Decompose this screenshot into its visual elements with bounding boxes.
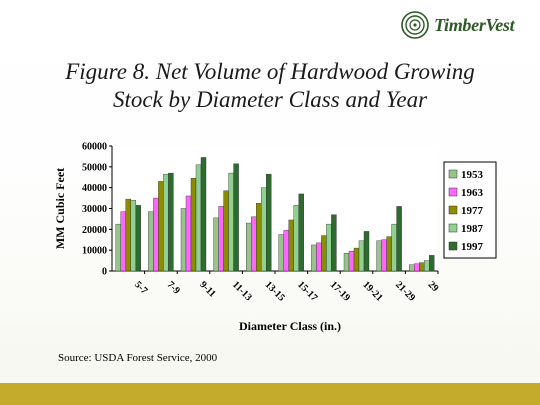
bar: [298, 193, 304, 272]
bar: [278, 234, 284, 272]
x-tick-label: 9-11: [197, 279, 217, 299]
legend-swatch: [448, 241, 458, 251]
bar: [245, 222, 252, 272]
bar: [180, 208, 187, 272]
title-line-2: Stock by Diameter Class and Year: [112, 87, 428, 112]
bar: [363, 231, 370, 272]
x-tick-label: 29: [426, 279, 441, 294]
bar: [256, 203, 262, 272]
bar: [316, 242, 322, 272]
x-tick-label: 5-7: [132, 279, 149, 296]
y-tick-label: 10000: [82, 246, 107, 257]
legend-swatch: [448, 169, 458, 179]
bar: [130, 199, 137, 272]
bar: [115, 223, 122, 272]
x-tick-label: 13-15: [263, 279, 287, 303]
x-tick-label: 7-9: [165, 279, 182, 296]
y-tick-label: 40000: [82, 183, 107, 194]
legend-label: 1977: [461, 205, 484, 217]
bar: [409, 264, 415, 272]
bar: [391, 223, 397, 272]
bar: [168, 172, 174, 272]
bar: [353, 247, 360, 272]
y-tick-label: 20000: [82, 225, 107, 236]
bar: [326, 223, 332, 272]
bar: [250, 216, 257, 272]
bar: [419, 262, 425, 272]
bar: [190, 178, 197, 272]
legend-label: 1987: [461, 223, 484, 235]
bar: [358, 240, 365, 272]
bar: [120, 211, 127, 272]
bar: [158, 181, 164, 272]
brand-name: TimberVest: [434, 14, 515, 35]
bar: [381, 239, 387, 272]
y-tick-label: 60000: [82, 142, 107, 153]
bar: [261, 187, 267, 272]
bar: [311, 244, 317, 272]
bar: [376, 240, 382, 272]
bar: [414, 263, 420, 272]
y-tick-label: 50000: [82, 162, 107, 173]
bar: [125, 198, 132, 272]
tree-ring-logo-icon: [401, 11, 429, 39]
bar: [386, 236, 392, 272]
x-tick-label: 17-19: [328, 279, 352, 303]
y-tick-label: 0: [102, 267, 107, 278]
bar: [200, 157, 207, 272]
bar: [348, 251, 355, 272]
bar: [223, 190, 229, 272]
brand-logo: TimberVest: [400, 8, 535, 42]
bar: [331, 214, 337, 272]
x-tick-label: 19-21: [360, 279, 384, 303]
bar: [213, 217, 219, 272]
bar: [185, 195, 192, 272]
bar: [429, 255, 435, 272]
bar-chart: 0 10000 20000 30000 40000 50000 60000 5-7 7-9 9-1…: [53, 142, 497, 333]
x-tick-label: 15-17: [295, 279, 319, 303]
bar: [153, 197, 159, 272]
bar: [288, 219, 294, 272]
slide-title: Figure 8. Net Volume of Hardwood Growing…: [0, 58, 540, 114]
bar: [195, 164, 202, 272]
title-line-1: Figure 8. Net Volume of Hardwood Growing: [65, 59, 475, 84]
bar: [293, 205, 299, 272]
x-axis-label: Diameter Class (in.): [239, 319, 341, 333]
legend-swatch: [448, 223, 458, 233]
x-tick-label: 21-29: [393, 279, 417, 303]
bar: [321, 235, 327, 272]
bar: [135, 205, 142, 272]
bar: [266, 173, 272, 272]
legend-swatch: [448, 205, 458, 215]
bar: [424, 260, 430, 272]
legend-label: 1963: [461, 187, 484, 199]
bar: [343, 253, 350, 272]
y-tick-label: 30000: [82, 204, 107, 215]
legend-swatch: [448, 187, 458, 197]
x-tick-label: 11-13: [230, 279, 254, 303]
bar: [233, 163, 239, 272]
bar: [163, 173, 169, 272]
legend-label: 1953: [461, 169, 484, 181]
legend-label: 1997: [461, 241, 484, 253]
bar: [283, 230, 289, 272]
y-axis-label: MM Cubic Feet: [53, 168, 67, 249]
bar: [228, 172, 234, 272]
bar: [148, 211, 154, 272]
source-note: Source: USDA Forest Service, 2000: [58, 352, 218, 364]
bar: [396, 206, 402, 272]
bottom-band: [0, 383, 540, 405]
bar: [218, 206, 224, 272]
